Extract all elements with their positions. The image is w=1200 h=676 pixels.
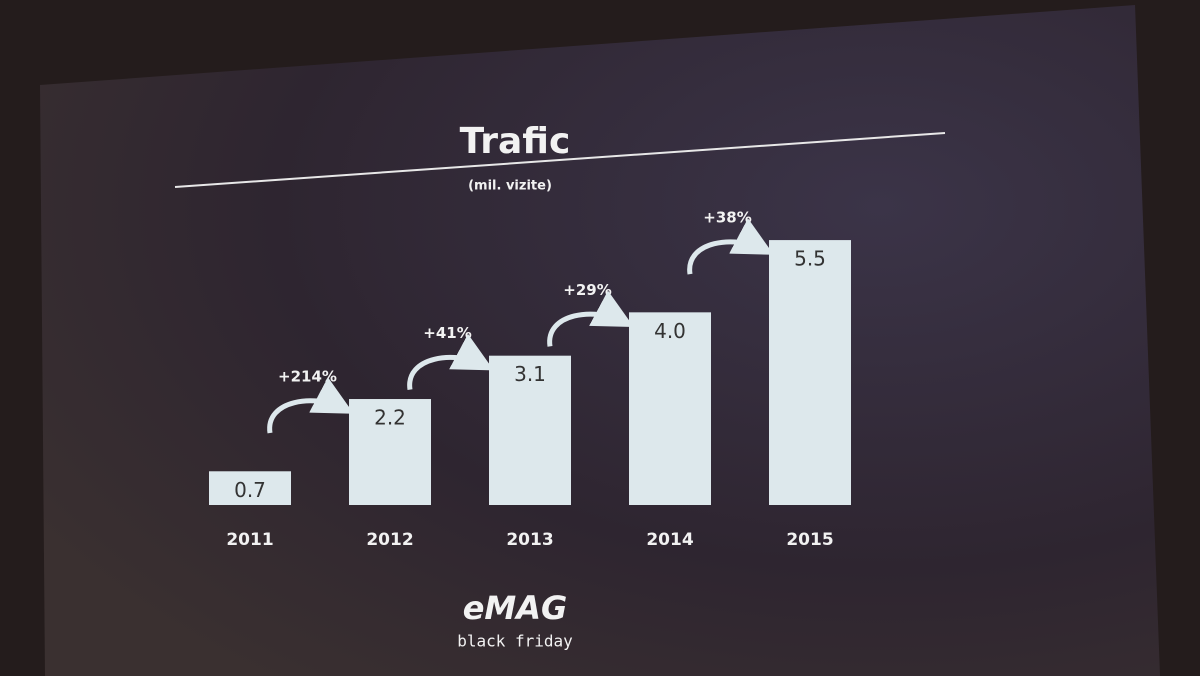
chart-title: Trafic — [460, 121, 571, 162]
bar — [489, 355, 571, 505]
x-tick-label: 2014 — [646, 530, 693, 550]
growth-arrow — [687, 218, 774, 275]
bar — [349, 399, 431, 505]
chart-subtitle: (mil. vizite) — [468, 179, 552, 194]
growth-label: +41% — [423, 324, 471, 342]
growth-arrow — [407, 333, 494, 391]
growth-arrow — [267, 377, 354, 434]
growth-arrow — [547, 290, 634, 347]
growth-label: +29% — [563, 281, 611, 299]
growth-label: +214% — [278, 368, 337, 386]
x-tick-label: 2015 — [786, 530, 833, 550]
x-tick-label: 2012 — [366, 530, 413, 550]
brand-name: eMAG — [463, 589, 568, 627]
screen — [40, 5, 1160, 676]
bar — [209, 471, 291, 505]
value-label: 4.0 — [654, 319, 686, 343]
brand-tagline: black friday — [457, 632, 573, 651]
bar — [769, 240, 851, 506]
value-label: 0.7 — [234, 478, 266, 502]
value-label: 2.2 — [374, 406, 406, 430]
x-tick-label: 2013 — [506, 530, 553, 550]
x-tick-label: 2011 — [226, 530, 273, 550]
value-label: 3.1 — [514, 362, 546, 386]
title-rule — [174, 132, 946, 188]
value-label: 5.5 — [794, 247, 826, 271]
bar — [629, 312, 711, 505]
growth-label: +38% — [703, 209, 751, 227]
